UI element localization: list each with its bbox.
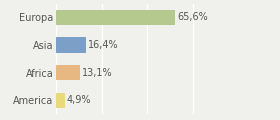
Text: 16,4%: 16,4% xyxy=(88,40,118,50)
Text: 4,9%: 4,9% xyxy=(67,95,91,105)
Text: 65,6%: 65,6% xyxy=(177,12,208,22)
Bar xyxy=(56,65,80,80)
Bar xyxy=(56,93,65,108)
Bar xyxy=(56,10,175,25)
Text: 13,1%: 13,1% xyxy=(82,68,112,78)
Bar xyxy=(56,37,86,53)
